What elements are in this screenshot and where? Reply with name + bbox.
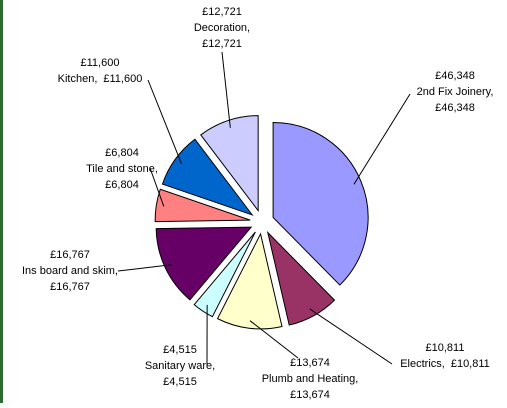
- value-label: £46,348: [435, 70, 475, 82]
- category-name: Electrics,: [400, 358, 445, 370]
- leader-line: [354, 94, 410, 184]
- value-label: £4,515: [163, 376, 197, 388]
- left-border: [0, 0, 3, 403]
- value-label: £10,811: [426, 342, 465, 354]
- value-label: £12,721: [202, 6, 242, 18]
- value-label: £10,811: [451, 358, 490, 370]
- value-label: £11,600: [103, 73, 142, 85]
- value-label: £12,721: [202, 38, 242, 50]
- value-label: £6,804: [105, 147, 139, 159]
- category-label: Plumb and Heating,: [262, 373, 359, 385]
- value-label: £4,515: [163, 344, 197, 356]
- value-label: £46,348: [435, 102, 475, 114]
- value-label: £11,600: [81, 57, 120, 69]
- pie: [155, 116, 368, 329]
- value-label: £13,674: [290, 389, 330, 401]
- leader-line: [118, 265, 172, 271]
- category-name: Kitchen,: [58, 73, 98, 85]
- category-label: Electrics, £10,811: [400, 358, 490, 370]
- value-label: £13,674: [290, 357, 330, 369]
- leader-line: [310, 309, 392, 364]
- value-label: £6,804: [105, 179, 139, 191]
- category-label: 2nd Fix Joinery,: [417, 86, 494, 98]
- category-label: Sanitary ware,: [145, 360, 215, 372]
- leader-line: [222, 52, 230, 128]
- leader-line: [148, 80, 181, 164]
- category-label: Kitchen, £11,600: [58, 73, 143, 85]
- value-label: £16,767: [50, 281, 90, 293]
- category-label: Tile and stone,: [86, 163, 158, 175]
- value-label: £16,767: [50, 249, 90, 261]
- category-label: Decoration,: [194, 22, 250, 34]
- category-label: Ins board and skim,: [22, 265, 118, 277]
